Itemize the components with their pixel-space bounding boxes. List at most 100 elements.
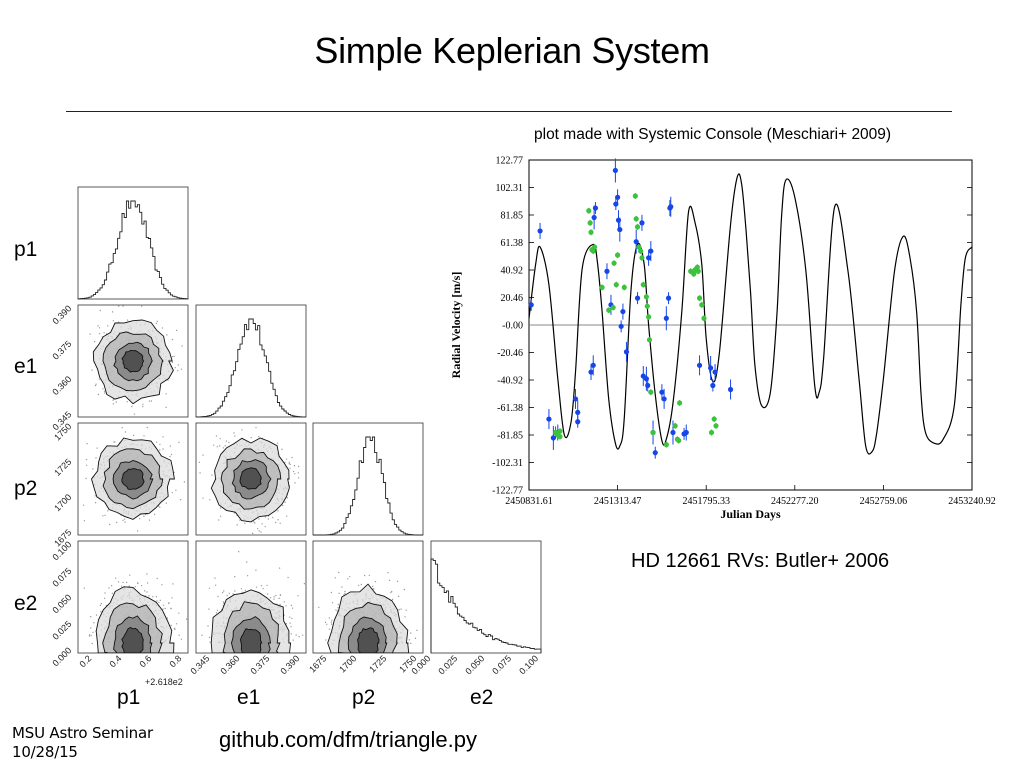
rv-series-blue (528, 158, 734, 459)
rv-point (659, 389, 665, 395)
rv-point (646, 255, 652, 261)
rv-point (528, 302, 534, 308)
rv-ytick-label: -122.77 (492, 486, 523, 497)
rv-point (633, 239, 639, 245)
footer: MSU Astro Seminar 10/28/15 (12, 724, 153, 762)
panel-e2-vs-p1 (77, 540, 189, 654)
rv-point (592, 205, 599, 211)
rv-point (711, 416, 717, 422)
rv-point (676, 437, 682, 444)
panel-e2-vs-p2 (312, 540, 424, 654)
contour-level-4 (121, 468, 145, 490)
rv-point (599, 284, 605, 290)
rv-point (591, 214, 597, 221)
row-label-e1: e1 (14, 355, 38, 378)
rv-point (640, 282, 646, 288)
rv-point (683, 429, 689, 436)
rv-point (575, 419, 581, 425)
rv-point (646, 337, 653, 343)
rv-point (663, 315, 669, 321)
rv-point (639, 255, 645, 261)
rv-point (586, 208, 592, 214)
rv-point (634, 295, 641, 301)
github-link[interactable]: github.com/dfm/triangle.py (219, 727, 478, 752)
hist-e1 (195, 318, 307, 418)
rv-point (623, 349, 630, 355)
contour-level-4 (121, 626, 144, 653)
rv-ytick-label: 61.38 (501, 238, 524, 249)
rv-point (546, 416, 552, 422)
rv-point (557, 433, 563, 440)
rv-point (610, 304, 616, 311)
rv-ytick-label: -40.92 (497, 375, 523, 386)
panel-p2-vs-p1 (77, 422, 189, 536)
hist-frame-p2 (312, 422, 424, 536)
col-label-p2: p2 (352, 686, 376, 709)
rv-xtick-label: 2451313.47 (594, 496, 642, 507)
rv-point (696, 362, 703, 368)
rv-point (727, 386, 734, 393)
rv-point (699, 302, 705, 308)
rv-point (612, 167, 618, 174)
footer-seminar: MSU Astro Seminar (12, 724, 153, 742)
rv-ytick-label: 40.92 (501, 266, 524, 277)
rv-point (615, 194, 621, 200)
rv-series-green (552, 192, 719, 448)
rv-ylabel: Radial Velocity [m/s] (449, 272, 463, 379)
row-label-e2: e2 (14, 592, 38, 615)
panel-frame (77, 422, 189, 536)
rv-point (639, 220, 645, 226)
rv-point (645, 382, 651, 389)
rv-point (712, 369, 718, 375)
rv-point (648, 248, 654, 254)
rv-point (695, 268, 701, 274)
rv-point (710, 382, 716, 389)
rv-model-curve (529, 173, 972, 455)
rv-point (611, 260, 617, 266)
hist-p2 (313, 436, 423, 536)
hist-frame-e1 (195, 304, 307, 418)
footer-date: 10/28/15 (12, 743, 78, 761)
hist-p1 (77, 200, 189, 300)
rv-point (575, 409, 581, 415)
contour-level-4 (239, 467, 262, 490)
hist-frame-p1 (77, 186, 189, 300)
rv-point (644, 303, 650, 309)
row-label-p1: p1 (14, 238, 38, 261)
rv-xtick-label: 2450831.61 (505, 496, 553, 507)
panel-e2-vs-e1 (195, 540, 307, 654)
plot-caption: plot made with Systemic Console (Meschia… (534, 126, 892, 143)
rv-point (590, 362, 596, 368)
rv-xlabel: Julian Days (720, 507, 781, 521)
panel-frame (77, 304, 189, 418)
panel-frame (195, 422, 307, 536)
rv-ytick-label: 20.46 (501, 293, 524, 304)
rv-point (620, 308, 626, 315)
rv-caption: HD 12661 RVs: Butler+ 2006 (631, 550, 890, 572)
row-label-p2: p2 (14, 477, 38, 500)
rv-point (713, 423, 719, 429)
rv-ytick-label: 102.31 (496, 183, 524, 194)
rv-point (604, 268, 610, 274)
hist-e2 (430, 558, 542, 653)
rv-point (591, 244, 598, 250)
rv-point (634, 224, 641, 230)
rv-point (613, 282, 619, 288)
rv-xtick-label: 2451795.33 (682, 496, 730, 507)
rv-point (663, 442, 669, 448)
contour-level-4 (239, 628, 263, 653)
rv-point (617, 226, 623, 233)
rv-point (652, 450, 658, 456)
rv-point (606, 307, 612, 313)
rv-point (672, 423, 678, 429)
rv-xtick-label: 2453240.92 (948, 496, 996, 507)
rv-point (708, 365, 714, 371)
rv-point (615, 252, 621, 258)
rv-ytick-label: 122.77 (496, 156, 524, 167)
rv-point (572, 396, 579, 402)
rv-ytick-label: -102.31 (492, 458, 523, 469)
panel-p2-vs-e1 (195, 422, 307, 536)
rv-point (668, 204, 674, 210)
rv-point (696, 295, 703, 301)
